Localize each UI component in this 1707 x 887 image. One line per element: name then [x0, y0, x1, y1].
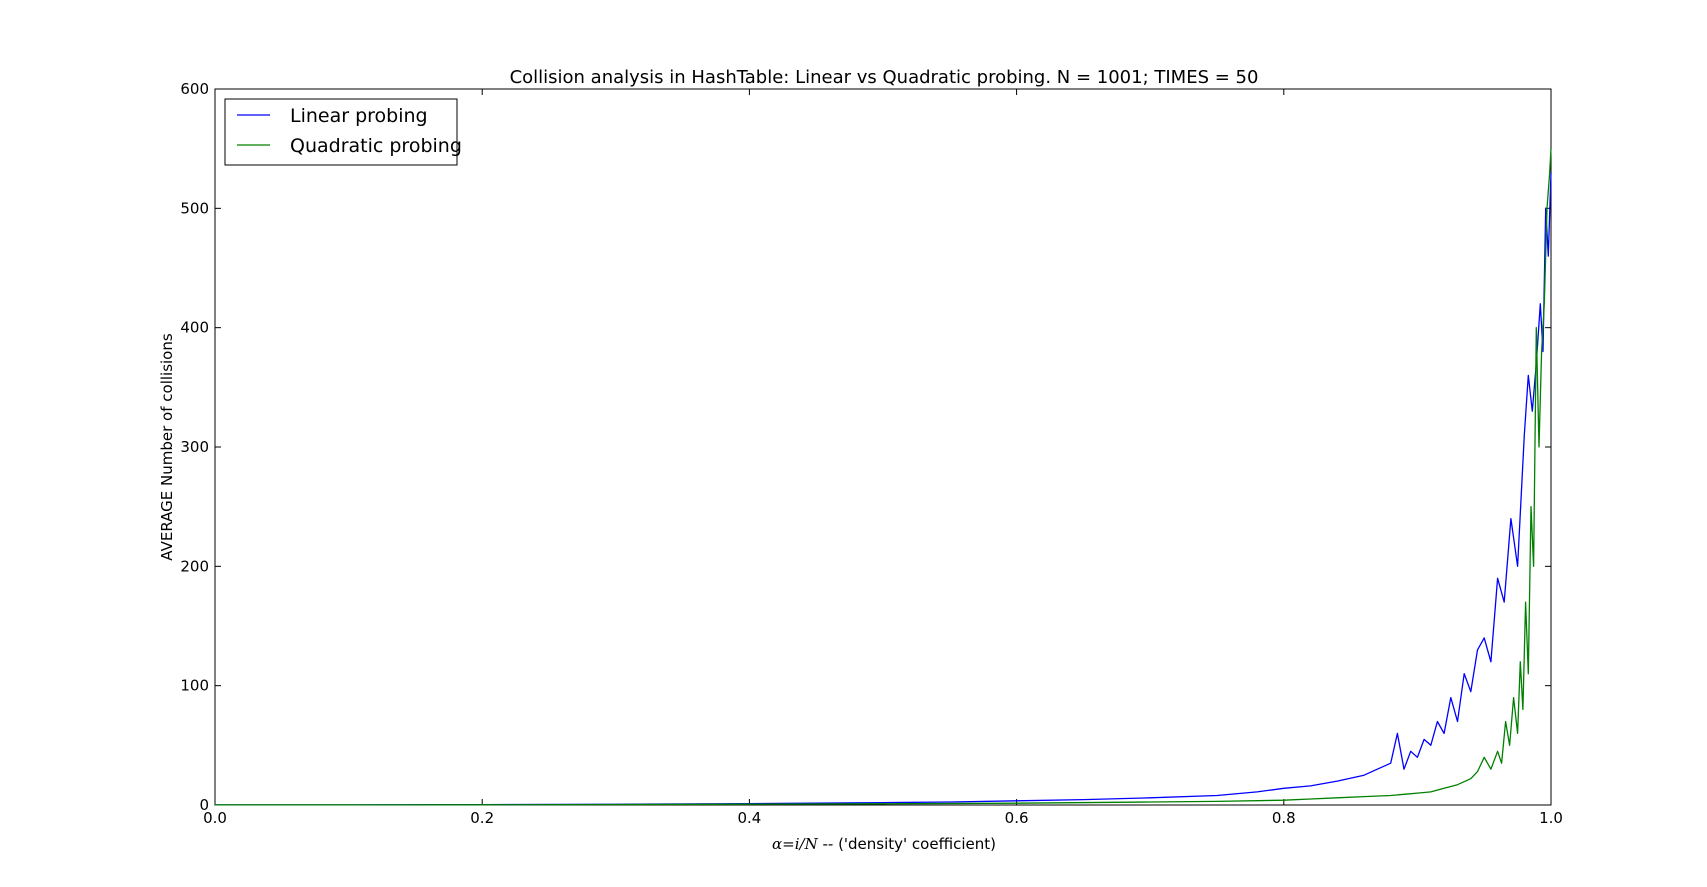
chart-title: Collision analysis in HashTable: Linear …	[510, 67, 1259, 88]
y-tick-label: 200	[180, 557, 209, 575]
legend: Linear probing Quadratic probing	[224, 98, 462, 166]
y-tick-label: 100	[180, 677, 209, 695]
series-line-linear-probing	[215, 172, 1552, 806]
legend-label-quadratic: Quadratic probing	[290, 135, 462, 157]
x-axis-label: α=i/N -- ('density' coefficient)	[772, 835, 996, 853]
y-tick-label: 500	[180, 199, 209, 217]
x-axis-label-rest: -- ('density' coefficient)	[818, 835, 996, 853]
series-line-quadratic-probing	[215, 148, 1552, 806]
x-tick-label: 0.4	[737, 809, 761, 827]
legend-box	[224, 98, 458, 166]
x-tick-label: 0.2	[470, 809, 494, 827]
x-axis-ticks: 0.0 0.2 0.4 0.6 0.8 1.0	[203, 89, 1563, 827]
x-tick-label: 0.0	[203, 809, 227, 827]
y-axis-ticks: 0 100 200 300 400 500 600	[180, 80, 1551, 814]
y-tick-label: 400	[180, 319, 209, 337]
x-axis-label-math: α=i/N	[772, 835, 819, 853]
legend-label-linear: Linear probing	[290, 105, 428, 127]
plot-frame	[214, 88, 1552, 806]
x-tick-label: 1.0	[1539, 809, 1563, 827]
series-group	[215, 148, 1552, 806]
x-tick-label: 0.8	[1272, 809, 1296, 827]
y-axis-label: AVERAGE Number of collisions	[158, 333, 176, 561]
x-tick-label: 0.6	[1005, 809, 1029, 827]
y-tick-label: 300	[180, 438, 209, 456]
y-tick-label: 0	[199, 796, 209, 814]
y-tick-label: 600	[180, 80, 209, 98]
